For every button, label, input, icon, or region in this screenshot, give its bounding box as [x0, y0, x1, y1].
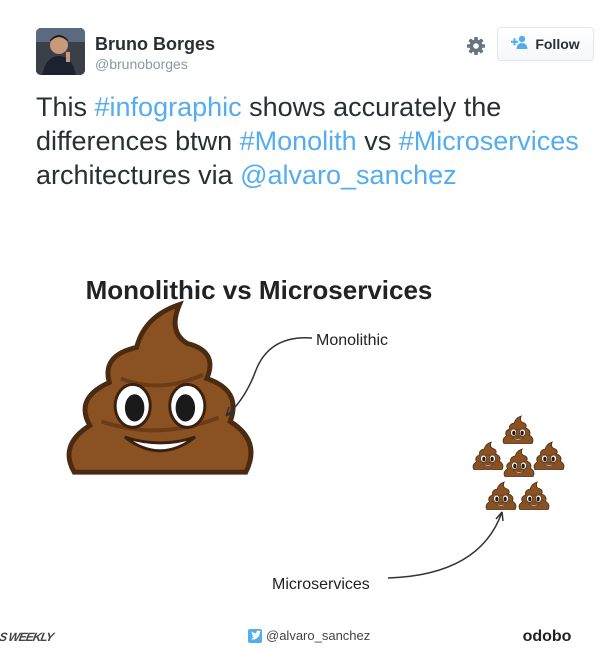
- tweet-header: Bruno Borges @brunoborges: [0, 0, 607, 90]
- microservices-arrow: [387, 511, 503, 579]
- avatar[interactable]: [36, 28, 85, 75]
- author-names: Bruno Borges @brunoborges: [95, 33, 215, 73]
- tweet-media[interactable]: Monolithic vs Microservices Monolithic M…: [0, 240, 607, 666]
- tweet-text-part: architectures via: [36, 160, 241, 190]
- tweet-text-part: This: [36, 92, 95, 122]
- odobo-logo: odobo: [523, 628, 572, 645]
- hashtag-monolith[interactable]: #Monolith: [239, 126, 357, 156]
- mention-link[interactable]: @alvaro_sanchez: [240, 160, 457, 190]
- tweet-text-part: vs: [356, 126, 399, 156]
- microservices-arrowhead: [495, 511, 504, 522]
- follow-label: Follow: [535, 36, 580, 52]
- tweet-text-part: shows accurately the differences btwn: [36, 92, 502, 156]
- gear-icon[interactable]: [464, 34, 488, 58]
- infographic-title: Monolithic vs Microservices: [86, 275, 433, 305]
- grails-logo: GRAILS WEEKLY: [0, 630, 56, 644]
- follow-button[interactable]: Follow: [497, 27, 594, 61]
- add-user-icon: [511, 35, 529, 54]
- label-monolithic: Monolithic: [316, 332, 388, 349]
- microservices-poo-icons: [472, 415, 565, 510]
- monolithic-arrow: [225, 337, 313, 417]
- monolithic-arrowhead: [225, 406, 235, 417]
- tweet-text: This #infographic shows accurately the d…: [36, 90, 581, 192]
- hashtag-infographic[interactable]: #infographic: [94, 92, 242, 122]
- label-microservices: Microservices: [272, 576, 370, 593]
- hashtag-microservices[interactable]: #Microservices: [398, 126, 579, 156]
- author-name[interactable]: Bruno Borges: [95, 34, 216, 54]
- twitter-bird-icon: [248, 629, 262, 643]
- author-handle[interactable]: @brunoborges: [95, 56, 188, 72]
- footer-twitter-handle: @alvaro_sanchez: [266, 628, 370, 643]
- monolith-poo-icon: [69, 305, 251, 473]
